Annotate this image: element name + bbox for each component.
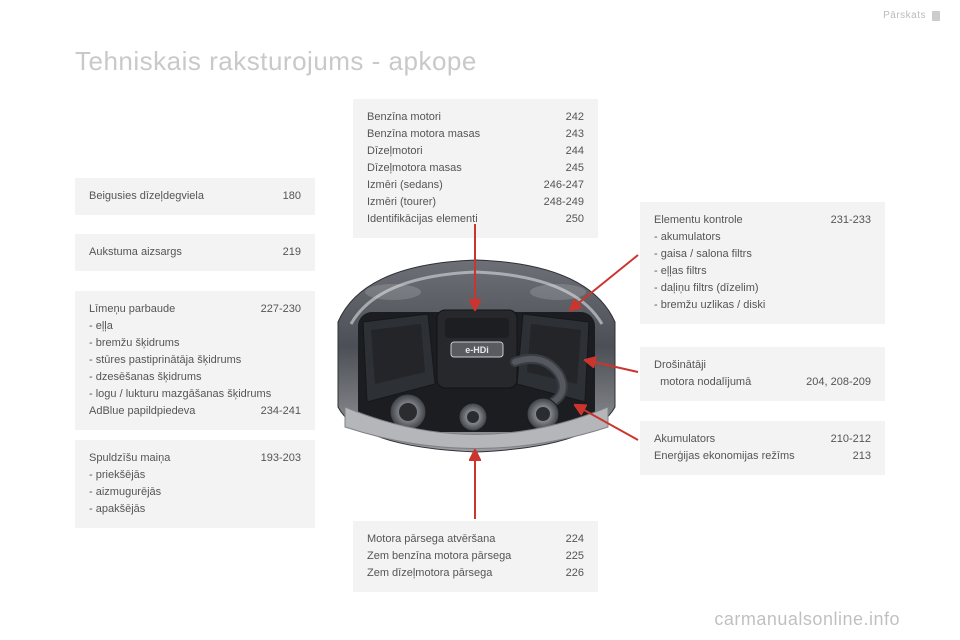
page: 204, 208-209 [806, 374, 871, 391]
page: 219 [283, 244, 301, 261]
label: Identifikācijas elementi [367, 211, 478, 228]
label: Aukstuma aizsargs [89, 244, 182, 261]
box-bulbs: Spuldzīšu maiņa 193-203 priekšējās aizmu… [75, 440, 315, 528]
box-battery: Akumulators 210-212 Enerģijas ekonomijas … [640, 421, 885, 475]
label: Benzīna motori [367, 109, 441, 126]
list-item: logu / lukturu mazgāšanas šķidrums [89, 386, 301, 403]
list-item: eļļa [89, 318, 301, 335]
list-item: priekšējās [89, 467, 301, 484]
page: 245 [566, 160, 584, 177]
box-cold-shield: Aukstuma aizsargs 219 [75, 234, 315, 271]
list-item: akumulators [654, 229, 871, 246]
label: Motora pārsega atvēršana [367, 531, 495, 548]
label: Benzīna motora masas [367, 126, 480, 143]
label: Zem benzīna motora pārsega [367, 548, 511, 565]
element-checks-list: akumulators gaisa / salona filtrs eļļas … [654, 229, 871, 314]
list-item: aizmugurējās [89, 484, 301, 501]
engine-badge: e-HDi [465, 345, 489, 355]
box-bonnet: Motora pārsega atvēršana 224 Zem benzīna … [353, 521, 598, 592]
page: 225 [566, 548, 584, 565]
engine-bay-illustration: e-HDi [333, 252, 620, 455]
page-title: Tehniskais raksturojums - apkope [75, 46, 477, 77]
list-item: daļiņu filtrs (dīzelim) [654, 280, 871, 297]
label: Dīzeļmotori [367, 143, 423, 160]
level-checks-list: eļļa bremžu šķidrums stūres pastiprinātā… [89, 318, 301, 403]
box-level-checks: Līmeņu parbaude 227-230 eļļa bremžu šķid… [75, 291, 315, 430]
page: 226 [566, 565, 584, 582]
watermark: carmanualsonline.info [714, 609, 900, 630]
label: Beigusies dīzeļdegviela [89, 188, 204, 205]
label: Elementu kontrole [654, 212, 743, 229]
page: 244 [566, 143, 584, 160]
page: 224 [566, 531, 584, 548]
list-item: bremžu uzlikas / diski [654, 297, 871, 314]
label: Dīzeļmotora masas [367, 160, 462, 177]
section-label: Pārskats [883, 10, 926, 21]
page: 193-203 [261, 450, 301, 467]
label: Izmēri (tourer) [367, 194, 436, 211]
page: 234-241 [261, 403, 301, 420]
list-item: gaisa / salona filtrs [654, 246, 871, 263]
list-item: dzesēšanas šķidrums [89, 369, 301, 386]
page: 243 [566, 126, 584, 143]
label: Spuldzīšu maiņa [89, 450, 170, 467]
list-item: apakšējās [89, 501, 301, 518]
label: Enerģijas ekonomijas režīms [654, 448, 795, 465]
page: 213 [853, 448, 871, 465]
page: 242 [566, 109, 584, 126]
page: 180 [283, 188, 301, 205]
page: 210-212 [831, 431, 871, 448]
section-indicator [932, 11, 940, 21]
page: 248-249 [544, 194, 584, 211]
section-header: Pārskats [883, 10, 940, 21]
list-item: eļļas filtrs [654, 263, 871, 280]
label: Līmeņu parbaude [89, 301, 175, 318]
label: Zem dīzeļmotora pārsega [367, 565, 492, 582]
box-element-checks: Elementu kontrole 231-233 akumulators ga… [640, 202, 885, 324]
label: Izmēri (sedans) [367, 177, 443, 194]
page: 246-247 [544, 177, 584, 194]
page: 231-233 [831, 212, 871, 229]
label: Drošinātāji [654, 357, 871, 374]
box-diesel-runout: Beigusies dīzeļdegviela 180 [75, 178, 315, 215]
list-item: bremžu šķidrums [89, 335, 301, 352]
box-specifications: Benzīna motori 242 Benzīna motora masas 24… [353, 99, 598, 238]
label: AdBlue papildpiedeva [89, 403, 195, 420]
box-fuses: Drošinātāji motora nodalījumā 204, 208-2… [640, 347, 885, 401]
page: 250 [566, 211, 584, 228]
page: 227-230 [261, 301, 301, 318]
bulbs-list: priekšējās aizmugurējās apakšējās [89, 467, 301, 518]
label: Akumulators [654, 431, 715, 448]
list-item: stūres pastiprinātāja šķidrums [89, 352, 301, 369]
label: motora nodalījumā [654, 374, 751, 391]
